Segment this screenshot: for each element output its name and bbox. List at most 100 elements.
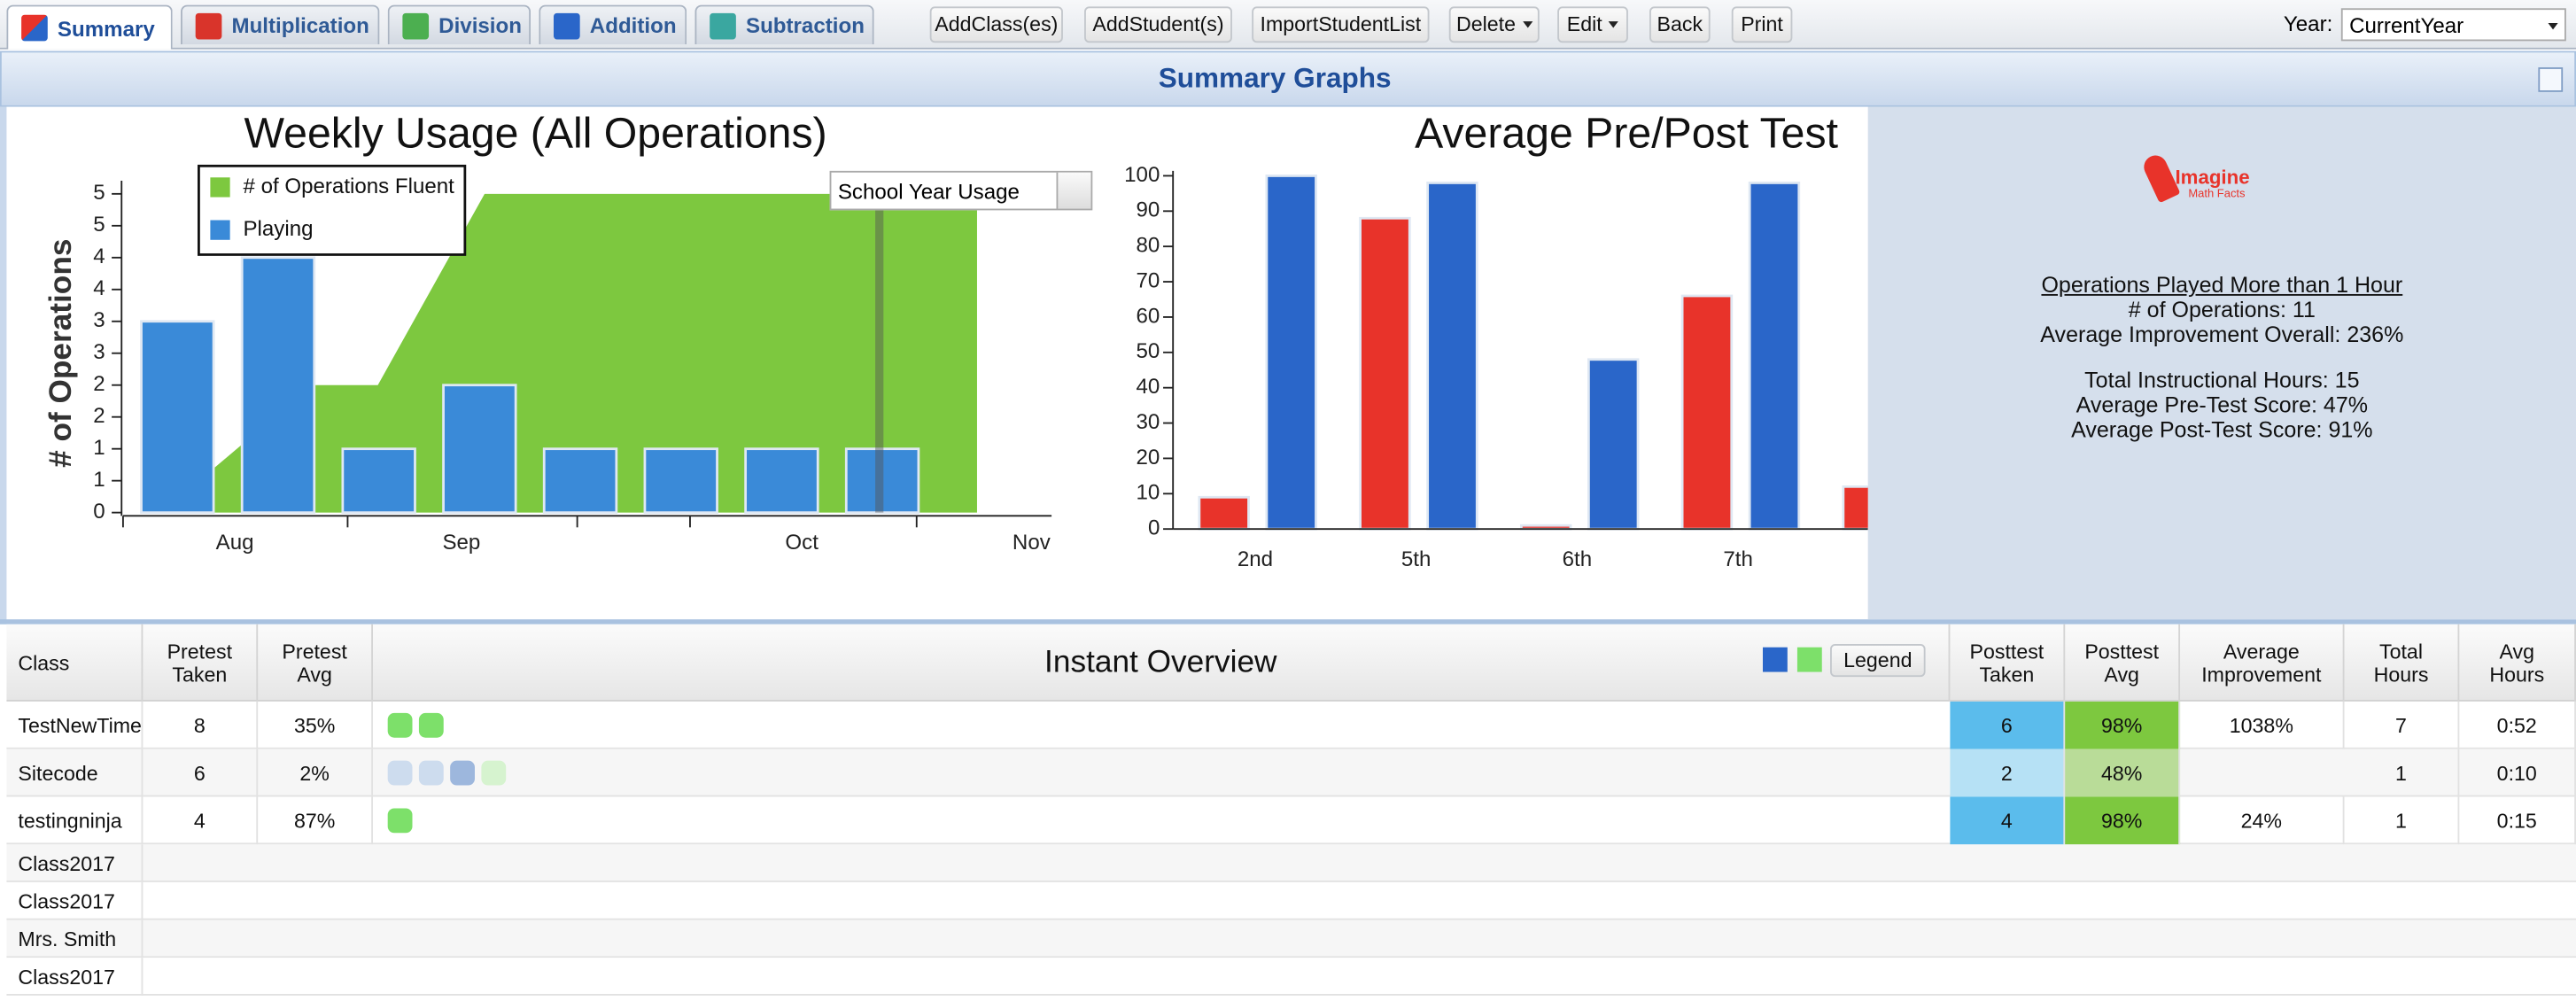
- charts-group: Weekly Usage (All Operations) # of Operat…: [43, 110, 1868, 571]
- tab-icon: [554, 12, 580, 39]
- select-caret: [2548, 22, 2558, 30]
- table-cell: 98%: [2065, 796, 2181, 845]
- tab-label: Summary: [57, 15, 155, 41]
- tab[interactable]: Subtraction: [694, 4, 874, 45]
- button-label: AddStudent(s): [1092, 12, 1224, 36]
- y-tick-label: 100: [1124, 163, 1160, 187]
- stats-panel: [1867, 106, 2576, 620]
- bar: [542, 447, 618, 515]
- y-tick-label: 1: [93, 436, 105, 460]
- table-cell: 1: [2345, 796, 2460, 845]
- toolbar-button[interactable]: Back: [1649, 6, 1711, 43]
- collapse-button[interactable]: [2538, 67, 2564, 92]
- tab[interactable]: Addition: [539, 4, 687, 45]
- stats-line: # of Operations: 11: [2128, 297, 2316, 322]
- table-cell: Sitecode: [6, 749, 144, 797]
- overview-square: [387, 808, 413, 834]
- button-label: Delete: [1455, 12, 1516, 36]
- chart-title: Weekly Usage (All Operations): [244, 110, 827, 158]
- tab-icon: [710, 12, 736, 39]
- x-tick-label: 2nd: [1238, 547, 1273, 571]
- table-cell: 0:15: [2459, 796, 2576, 845]
- table-cell: Class2017: [6, 881, 144, 920]
- table-header: [6, 624, 2576, 702]
- x-tick-label: Aug: [216, 531, 254, 555]
- bar: [341, 447, 416, 515]
- y-axis-label: # of Operations: [43, 239, 78, 468]
- toolbar-button[interactable]: ImportStudentList: [1252, 6, 1430, 43]
- column-header: Avg Hours: [2459, 624, 2576, 702]
- tab[interactable]: Multiplication: [181, 4, 380, 45]
- toolbar-button[interactable]: AddStudent(s): [1084, 6, 1232, 43]
- button-label: Back: [1657, 12, 1703, 36]
- x-tick-label: 7th: [1723, 547, 1753, 571]
- bar: [1587, 358, 1640, 531]
- stats-line: Average Pre-Test Score: 47%: [2076, 392, 2369, 418]
- stats-heading: Operations Played More than 1 Hour: [2041, 272, 2403, 298]
- tab-icon: [195, 12, 222, 39]
- overview-square: [481, 760, 507, 786]
- legend-box: [198, 164, 467, 256]
- tab[interactable]: Division: [387, 4, 531, 45]
- column-header: Pretest Avg: [258, 624, 373, 702]
- tab[interactable]: Summary: [6, 4, 173, 50]
- bar: [442, 384, 517, 515]
- stats-group: Total Instructional Hours: 15 Average Pre…: [1868, 368, 2576, 441]
- legend-swatch: [210, 177, 230, 198]
- button-label: ImportStudentList: [1260, 12, 1422, 36]
- legend-label: # of Operations Fluent: [243, 175, 454, 198]
- area: [161, 193, 977, 513]
- column-header: Posttest Avg: [2065, 624, 2181, 702]
- overview-square: [450, 760, 475, 786]
- legend-button[interactable]: Legend: [1830, 644, 1926, 678]
- table-cell: 4: [143, 796, 259, 845]
- stats-line: Average Post-Test Score: 91%: [2071, 417, 2373, 442]
- select-caret: [1056, 172, 1091, 209]
- toolbar-button[interactable]: Delete: [1448, 6, 1540, 43]
- chart-title: Average Pre/Post Test: [1415, 110, 1838, 158]
- bar: [1426, 182, 1478, 531]
- y-tick-label: 4: [93, 244, 105, 268]
- toolbar-button[interactable]: Print: [1731, 6, 1793, 43]
- y-tick-label: 80: [1137, 234, 1160, 258]
- table-cell: Mrs. Smith: [6, 920, 144, 958]
- y-tick-label: 10: [1137, 481, 1160, 505]
- y-tick-label: 4: [93, 276, 105, 300]
- y-tick-label: 0: [93, 500, 105, 524]
- legend-label: Playing: [243, 217, 313, 241]
- panel-header: [0, 50, 2576, 107]
- year-select[interactable]: CurrentYear: [2340, 8, 2566, 42]
- table-row: [6, 844, 2576, 882]
- usage-value: School Year Usage: [837, 179, 1020, 204]
- y-tick-label: 2: [93, 404, 105, 428]
- year-label: Year:: [2283, 11, 2333, 36]
- toolbar-button[interactable]: Edit: [1557, 6, 1628, 43]
- table-cell: 1038%: [2180, 701, 2345, 749]
- column-header: Average Improvement: [2180, 624, 2345, 702]
- usage-select[interactable]: School Year Usage: [829, 170, 1093, 211]
- y-tick-label: 30: [1137, 410, 1160, 434]
- x-tick-label: Nov: [1013, 531, 1051, 555]
- y-tick-label: 70: [1137, 268, 1160, 292]
- table-cell: 48%: [2065, 749, 2181, 797]
- y-tick-label: 2: [93, 372, 105, 396]
- table-cell: 35%: [258, 701, 373, 749]
- dropdown-caret: [1609, 21, 1619, 28]
- bar: [1265, 175, 1317, 531]
- y-tick-label: 5: [93, 213, 105, 237]
- panel-title: Summary Graphs: [1158, 62, 1392, 94]
- logo: Imagine Math Facts: [2136, 151, 2284, 207]
- legend-swatch: [1796, 647, 1822, 672]
- table-cell: 4: [1950, 796, 2066, 845]
- table-cell: 7: [2345, 701, 2460, 749]
- legend-swatch: [1762, 647, 1788, 672]
- bar: [844, 447, 920, 515]
- table-row: [6, 881, 2576, 920]
- bar: [1198, 495, 1250, 531]
- column-header: Posttest Taken: [1950, 624, 2066, 702]
- table-cell: TestNewTime: [6, 701, 144, 749]
- toolbar-button[interactable]: AddClass(es): [929, 6, 1063, 43]
- button-label: Print: [1741, 12, 1783, 36]
- table-cell: 6: [143, 749, 259, 797]
